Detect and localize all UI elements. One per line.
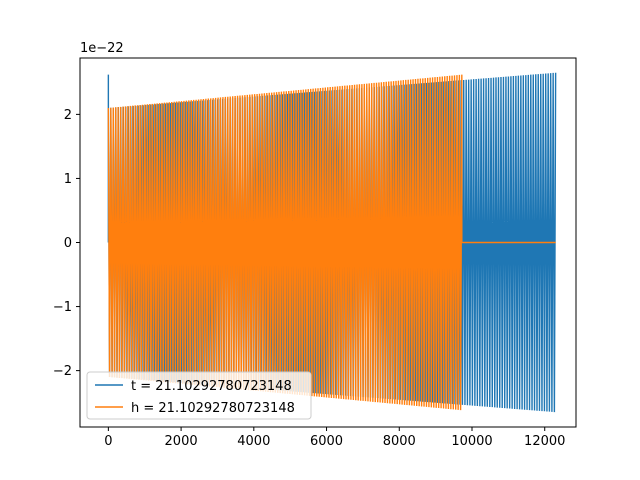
y-axis: −2 −1 0 1 2 <box>53 108 80 379</box>
y-tick-label: 2 <box>64 108 72 123</box>
y-tick-label: −1 <box>53 300 72 315</box>
series-line-h <box>107 74 556 411</box>
x-axis: 0 2000 4000 6000 8000 10000 12000 <box>104 427 565 449</box>
y-tick-label: −2 <box>53 364 72 379</box>
x-tick-label: 4000 <box>237 434 270 449</box>
x-tick-label: 12000 <box>524 434 565 449</box>
x-tick-label: 2000 <box>165 434 198 449</box>
plot-area <box>107 72 557 413</box>
x-tick-label: 8000 <box>383 434 416 449</box>
y-offset-label: 1e−22 <box>80 41 124 56</box>
legend-label-h: h = 21.10292780723148 <box>131 401 295 416</box>
x-tick-label: 6000 <box>310 434 343 449</box>
x-tick-label: 0 <box>104 434 112 449</box>
x-tick-label: 10000 <box>451 434 492 449</box>
y-tick-label: 0 <box>64 236 72 251</box>
legend: t = 21.10292780723148 h = 21.10292780723… <box>86 371 312 420</box>
legend-box <box>86 371 312 420</box>
legend-label-t: t = 21.10292780723148 <box>131 379 292 394</box>
y-tick-label: 1 <box>64 172 72 187</box>
